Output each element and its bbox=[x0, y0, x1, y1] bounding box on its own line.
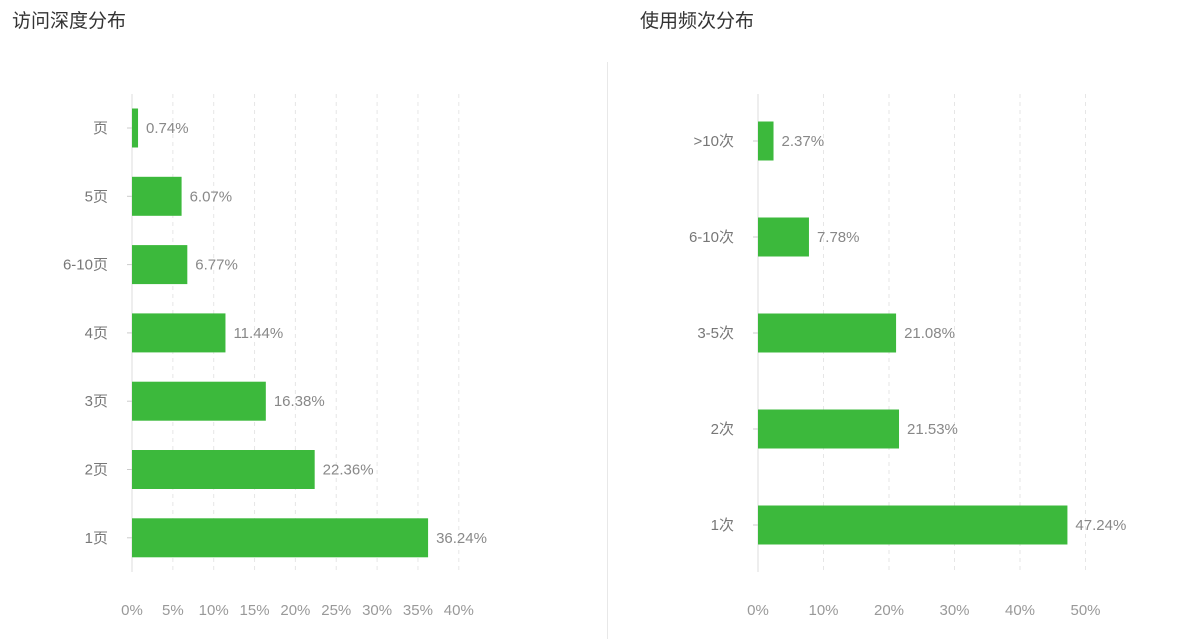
usage-frequency-chart: 0% 10% 20% 30% 40% 50% >10次 2.37% 6-10次 7.78% 3-5次… bbox=[689, 94, 1126, 619]
usage-freq-x-tick-label: 20% bbox=[874, 602, 904, 619]
usage-freq-category-label: 3-5次 bbox=[697, 325, 734, 342]
usage-freq-x-tick-label: 30% bbox=[939, 602, 969, 619]
visit-depth-x-tick-label: 35% bbox=[403, 602, 433, 619]
usage-freq-x-tick-label: 0% bbox=[747, 602, 769, 619]
visit-depth-x-tick-label: 40% bbox=[444, 602, 474, 619]
usage-freq-bar[interactable] bbox=[758, 313, 897, 353]
usage-freq-bar[interactable] bbox=[758, 217, 809, 257]
visit-depth-data-label: 0.74% bbox=[146, 120, 189, 137]
usage-freq-data-label: 7.78% bbox=[817, 229, 860, 246]
visit-depth-bar[interactable] bbox=[132, 450, 315, 489]
usage-freq-x-tick-label: 50% bbox=[1070, 602, 1100, 619]
visit-depth-data-label: 36.24% bbox=[436, 530, 487, 547]
usage-freq-data-label: 21.08% bbox=[904, 325, 955, 342]
visit-depth-bar[interactable] bbox=[132, 108, 139, 148]
usage-freq-category-label: 6-10次 bbox=[689, 229, 734, 246]
usage-freq-bar[interactable] bbox=[758, 121, 774, 161]
visit-depth-category-label: 2页 bbox=[85, 462, 108, 479]
visit-depth-x-tick-label: 25% bbox=[321, 602, 351, 619]
usage-freq-data-label: 47.24% bbox=[1075, 517, 1126, 534]
visit-depth-x-tick-label: 10% bbox=[199, 602, 229, 619]
visit-depth-bar[interactable] bbox=[132, 176, 182, 216]
usage-freq-data-label: 21.53% bbox=[907, 421, 958, 438]
usage-freq-category-label: 1次 bbox=[711, 517, 734, 534]
visit-depth-x-tick-label: 0% bbox=[121, 602, 143, 619]
visit-depth-x-tick-label: 5% bbox=[162, 602, 184, 619]
usage-freq-category-label: 2次 bbox=[711, 421, 734, 438]
usage-freq-data-label: 2.37% bbox=[782, 133, 825, 150]
usage-freq-x-tick-label: 40% bbox=[1005, 602, 1035, 619]
visit-depth-bar[interactable] bbox=[132, 518, 429, 558]
usage-freq-category-label: >10次 bbox=[694, 133, 734, 150]
visit-depth-data-label: 16.38% bbox=[274, 393, 325, 410]
visit-depth-bar[interactable] bbox=[132, 313, 226, 353]
usage-freq-bar[interactable] bbox=[758, 505, 1068, 545]
chart-title-usage-frequency: 使用频次分布 bbox=[640, 11, 755, 32]
chart-title-visit-depth: 访问深度分布 bbox=[12, 11, 127, 32]
visit-depth-category-label: 1页 bbox=[85, 530, 108, 547]
visit-depth-data-label: 6.77% bbox=[195, 257, 238, 274]
visit-depth-x-tick-label: 20% bbox=[280, 602, 310, 619]
visit-depth-category-label: 3页 bbox=[85, 393, 108, 410]
panel-divider bbox=[607, 62, 608, 639]
visit-depth-category-label: 页 bbox=[93, 120, 108, 137]
visit-depth-bar[interactable] bbox=[132, 245, 188, 285]
usage-freq-x-tick-label: 10% bbox=[808, 602, 838, 619]
visit-depth-x-tick-label: 15% bbox=[240, 602, 270, 619]
visit-depth-category-label: 5页 bbox=[85, 188, 108, 205]
visit-depth-x-tick-label: 30% bbox=[362, 602, 392, 619]
visit-depth-data-label: 11.44% bbox=[233, 325, 283, 342]
usage-freq-bar[interactable] bbox=[758, 409, 900, 449]
visit-depth-bar[interactable] bbox=[132, 381, 266, 421]
visit-depth-data-label: 22.36% bbox=[323, 462, 374, 479]
visit-depth-category-label: 4页 bbox=[85, 325, 108, 342]
visit-depth-category-label: 6-10页 bbox=[63, 257, 108, 274]
visit-depth-chart: 0% 5% 10% 15% 20% 25% 30% 35% 40% 页 0.74% 5页 6.07% 6-… bbox=[63, 94, 487, 619]
visit-depth-data-label: 6.07% bbox=[190, 188, 233, 205]
